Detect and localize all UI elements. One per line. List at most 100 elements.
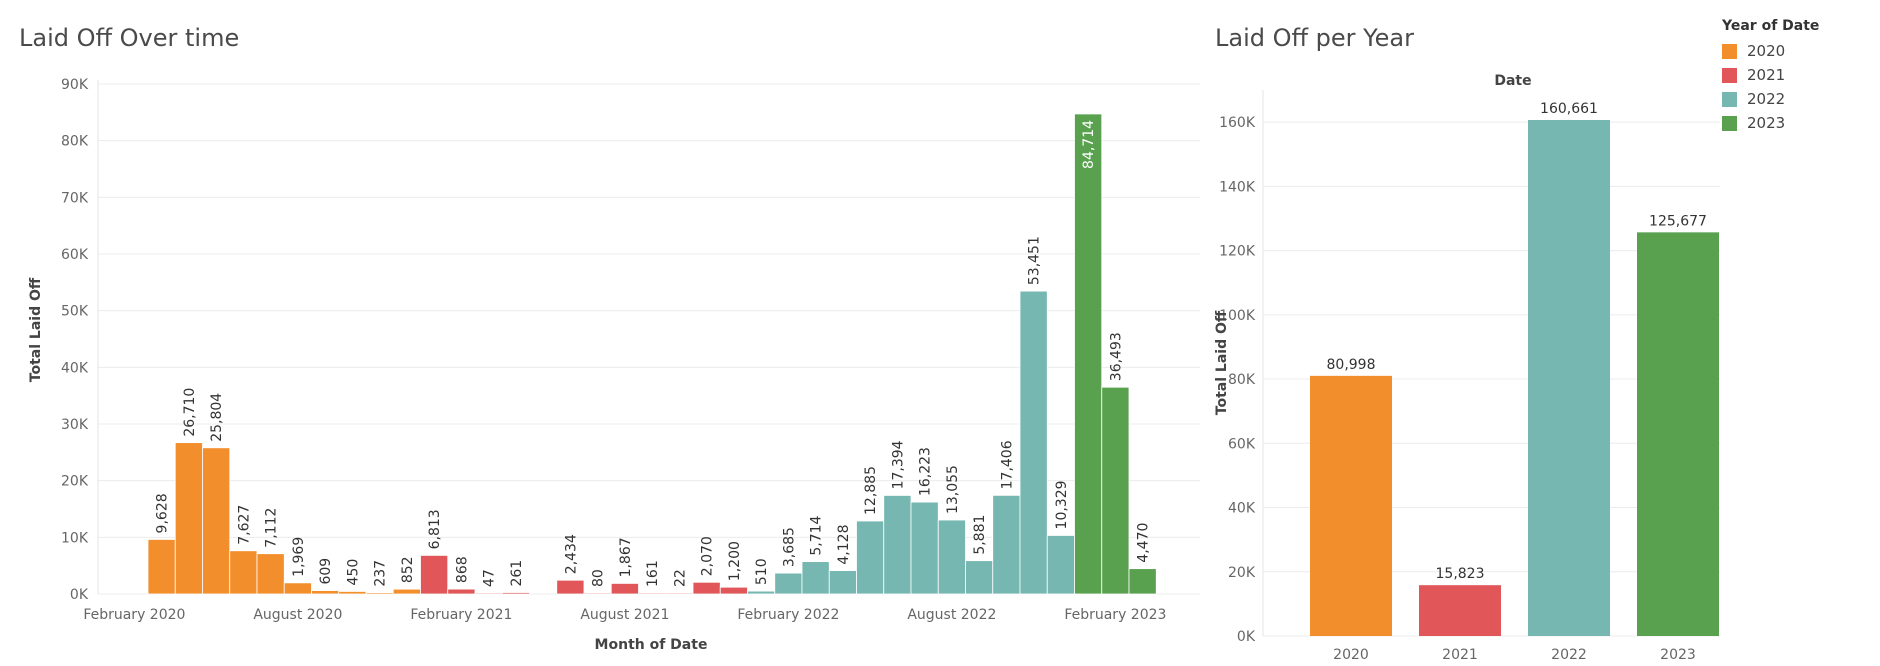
x-tick-label: 2023 bbox=[1660, 647, 1696, 663]
x-tick-label: 2022 bbox=[1551, 647, 1587, 663]
bar-2022-08 bbox=[937, 519, 966, 595]
bar-2023-02 bbox=[1101, 386, 1130, 595]
x-tick-label: August 2022 bbox=[907, 607, 996, 623]
legend-label: 2023 bbox=[1747, 114, 1786, 132]
bar-2021-08 bbox=[610, 583, 639, 595]
y-tick-label: 100K bbox=[1219, 308, 1256, 324]
legend-item-2021[interactable]: 2021 bbox=[1722, 63, 1819, 87]
bar-value-label: 7,627 bbox=[236, 505, 252, 545]
bar-2020 bbox=[1310, 375, 1392, 636]
bar-2022-10 bbox=[992, 494, 1021, 595]
bar-2020-04 bbox=[174, 442, 203, 595]
bar-value-label: 1,867 bbox=[618, 537, 634, 577]
bar-value-label: 80 bbox=[591, 569, 607, 587]
bar-value-label: 84,714 bbox=[1081, 120, 1097, 169]
bar-value-label: 10,329 bbox=[1054, 480, 1070, 529]
x-tick-label: February 2023 bbox=[1064, 607, 1166, 623]
bar-2022-01 bbox=[747, 590, 776, 595]
legend-label: 2021 bbox=[1747, 66, 1786, 84]
bar-value-label: 1,200 bbox=[727, 541, 743, 581]
bar-2022-07 bbox=[910, 501, 939, 595]
y-tick-label: 40K bbox=[1228, 501, 1256, 517]
bar-2023-01 bbox=[1074, 113, 1103, 595]
y-tick-label: 60K bbox=[61, 247, 89, 263]
y-tick-label: 60K bbox=[1228, 436, 1256, 452]
legend-label: 2020 bbox=[1747, 42, 1786, 60]
laid-off-over-time-chart: 0K 10K 20K 30K 40K 50K 60K 70K 80K 90K 9,628 26,710… bbox=[28, 77, 1200, 653]
bar-2020-07 bbox=[256, 553, 285, 595]
bar-value-label: 4,470 bbox=[1136, 523, 1152, 563]
bar-value-label: 2,434 bbox=[563, 534, 579, 574]
bar-2022-02 bbox=[774, 572, 803, 595]
bar-2020-10 bbox=[338, 591, 367, 595]
y-tick-label: 70K bbox=[61, 190, 89, 206]
bar-2020-06 bbox=[229, 550, 258, 595]
bar-value-label: 9,628 bbox=[155, 493, 171, 533]
column-header: Date bbox=[1494, 73, 1531, 89]
bar-2021-06 bbox=[556, 579, 585, 595]
legend-swatch-2023 bbox=[1722, 115, 1737, 131]
bar-2021-04 bbox=[501, 592, 530, 595]
bar-2020-11 bbox=[365, 592, 394, 595]
bar-2021 bbox=[1419, 585, 1501, 636]
y-tick-label: 140K bbox=[1219, 179, 1256, 195]
bar-2020-05 bbox=[202, 447, 231, 595]
bar-value-label: 868 bbox=[454, 556, 470, 583]
bar-2021-07 bbox=[583, 592, 612, 595]
y-tick-label: 80K bbox=[61, 134, 89, 150]
bar-value-label: 36,493 bbox=[1108, 332, 1124, 381]
x-tick-label: August 2021 bbox=[580, 607, 669, 623]
bar-2022-06 bbox=[883, 495, 912, 595]
y-tick-label: 40K bbox=[61, 360, 89, 376]
y-tick-label: 120K bbox=[1219, 244, 1256, 260]
legend-label: 2022 bbox=[1747, 90, 1786, 108]
bar-value-label: 22 bbox=[672, 569, 688, 587]
x-tick-label: 2020 bbox=[1333, 647, 1369, 663]
x-tick-label: August 2020 bbox=[253, 607, 342, 623]
bar-2022-04 bbox=[828, 570, 857, 595]
y-tick-label: 160K bbox=[1219, 115, 1256, 131]
bar-2020-08 bbox=[283, 582, 312, 595]
bar-value-label: 450 bbox=[345, 559, 361, 586]
bar-value-label: 17,394 bbox=[890, 440, 906, 489]
bar-value-label: 261 bbox=[509, 560, 525, 587]
left-chart-title: Laid Off Over time bbox=[19, 24, 240, 52]
bar-value-label: 237 bbox=[373, 560, 389, 587]
legend-item-2022[interactable]: 2022 bbox=[1722, 87, 1819, 111]
bar-value-label: 80,998 bbox=[1327, 357, 1376, 373]
bar-2021-09 bbox=[638, 592, 667, 595]
y-axis-title: Total Laid Off bbox=[1214, 310, 1230, 415]
y-tick-label: 30K bbox=[61, 417, 89, 433]
bar-value-label: 3,685 bbox=[781, 527, 797, 567]
bar-2022-12 bbox=[1046, 535, 1075, 595]
bar-2020-03 bbox=[147, 539, 176, 595]
y-tick-label: 0K bbox=[70, 587, 89, 603]
x-tick-label: February 2020 bbox=[83, 607, 185, 623]
y-tick-label: 80K bbox=[1228, 372, 1256, 388]
bar-2023-03 bbox=[1128, 568, 1157, 595]
bar-2022-09 bbox=[965, 560, 994, 595]
bar-2023 bbox=[1637, 232, 1719, 636]
bar-value-label: 2,070 bbox=[700, 536, 716, 576]
y-tick-label: 10K bbox=[61, 530, 89, 546]
legend-item-2023[interactable]: 2023 bbox=[1722, 111, 1819, 135]
bar-value-label: 17,406 bbox=[999, 440, 1015, 489]
bar-2021-11 bbox=[692, 581, 721, 595]
bar-value-label: 160,661 bbox=[1540, 101, 1598, 117]
y-tick-label: 0K bbox=[1237, 629, 1256, 645]
y-tick-label: 90K bbox=[61, 77, 89, 93]
bar-2020-09 bbox=[311, 590, 340, 595]
legend-item-2020[interactable]: 2020 bbox=[1722, 39, 1819, 63]
bar-2021-01 bbox=[420, 554, 449, 595]
bar-value-label: 5,714 bbox=[809, 515, 825, 555]
bar-value-label: 15,823 bbox=[1436, 566, 1485, 582]
legend-swatch-2020 bbox=[1722, 43, 1737, 59]
bar-2021-12 bbox=[719, 586, 748, 595]
bar-2021-10 bbox=[665, 592, 694, 595]
bar-value-label: 125,677 bbox=[1649, 213, 1707, 229]
y-tick-label: 50K bbox=[61, 304, 89, 320]
bar-value-label: 4,128 bbox=[836, 525, 852, 565]
x-tick-label: 2021 bbox=[1442, 647, 1478, 663]
bar-2022 bbox=[1528, 119, 1610, 636]
bar-2022-05 bbox=[856, 520, 885, 595]
